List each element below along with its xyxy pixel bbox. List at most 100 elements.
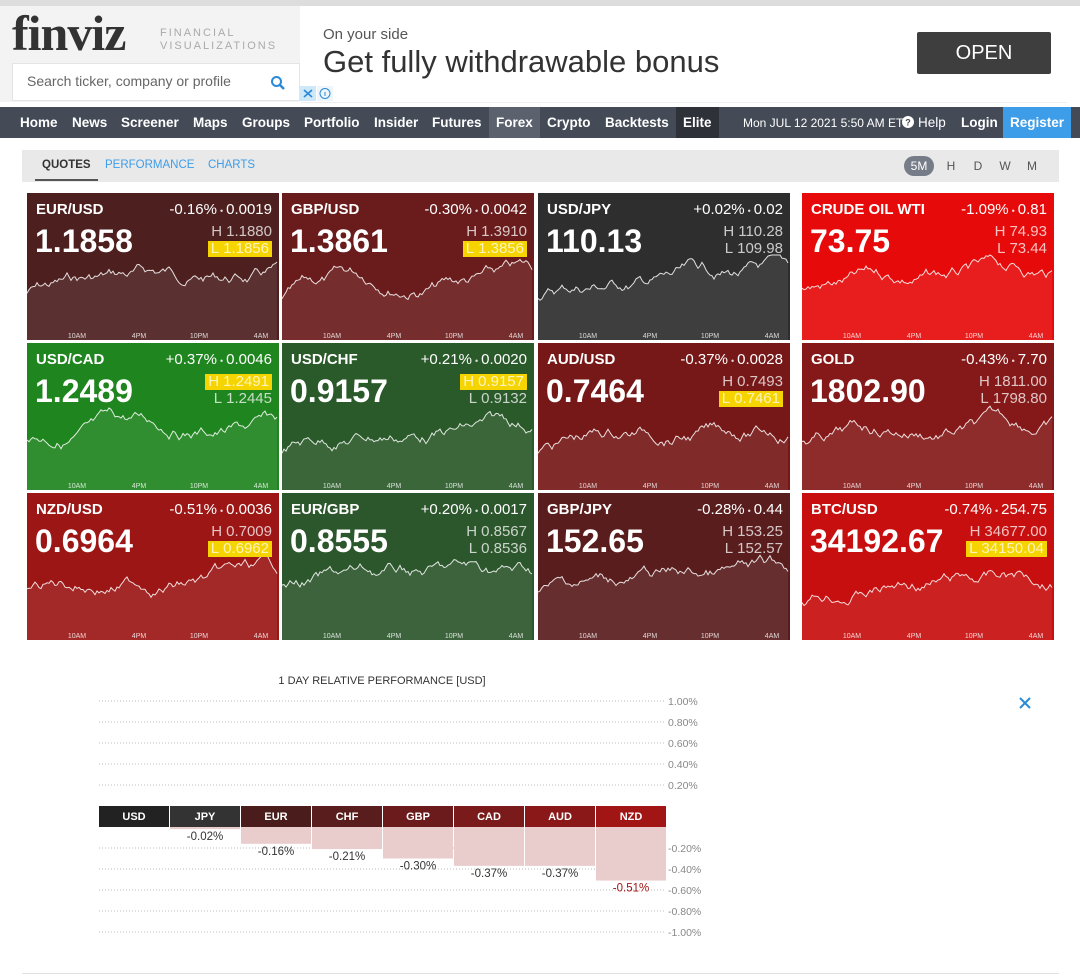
sparkline-area [538,555,788,640]
low-value: 1.1856 [223,240,269,257]
quote-tile[interactable]: 10AM 4PM 10PM 4AM GBP/USD -0.30% • 0.0042 1.3861… [282,193,534,340]
high-value: 74.93 [1009,223,1047,240]
nav-item[interactable]: Backtests [605,115,669,130]
tile-change: -1.09% • 0.81 [961,201,1047,218]
time-label: 10PM [445,633,463,640]
high-label: H [979,373,990,390]
category-header [312,806,382,827]
time-label: 4AM [1029,483,1044,490]
nav-item[interactable]: News [72,115,108,130]
help-icon[interactable]: ? [902,116,914,128]
tagline: FINANCIAL VISUALIZATIONS [160,27,277,53]
time-label: 10AM [843,483,861,490]
quote-tile[interactable]: 10AM 4PM 10PM 4AM EUR/USD -0.16% • 0.0019 1.1858… [27,193,279,340]
timeframe[interactable]: M [1027,159,1037,173]
low-label: L [997,240,1006,257]
x-tick-label: EUR [264,811,287,823]
low-value: 1.2445 [226,390,272,407]
nav-item[interactable]: Portfolio [304,115,360,130]
nav-bar [0,107,1080,138]
nav-help[interactable]: Help [918,115,946,130]
quote-tile[interactable]: 10AM 4PM 10PM 4AM AUD/USD -0.37% • 0.0028 0.7464… [538,343,790,490]
tile-price: 1.2489 [35,373,133,409]
category-header [383,806,453,827]
low-row: L 0.9132 [469,391,527,407]
x-tick-label: CHF [336,811,359,823]
change-percent: -0.51% [169,501,217,518]
timeframe[interactable]: D [973,159,983,173]
separator: • [747,206,751,216]
high-row: H 110.28 [723,224,783,240]
time-label: 10AM [579,333,597,340]
nav-login[interactable]: Login [961,115,998,130]
high-value: 0.7009 [226,523,272,540]
tile-name: USD/CAD [36,351,105,368]
tab[interactable]: PERFORMANCE [105,159,195,171]
timeframe[interactable]: H [946,159,956,173]
time-label: 4PM [132,333,147,340]
timeframe[interactable]: W [999,159,1011,173]
high-label: H [722,523,734,540]
nav-item[interactable]: Futures [432,115,482,130]
change-absolute: 7.70 [1017,351,1047,368]
high-value: 0.7493 [737,373,783,390]
close-icon[interactable] [1019,697,1031,709]
nav-item[interactable]: Screener [121,115,179,130]
quote-tile[interactable]: 10AM 4PM 10PM 4AM GBP/JPY -0.28% • 0.44 152.65 H 1… [538,493,790,640]
tab[interactable]: CHARTS [208,159,256,171]
sparkline-area [802,570,1052,640]
nav-item[interactable]: Home [20,115,58,130]
quote-tile[interactable]: 10AM 4PM 10PM 4AM NZD/USD -0.51% • 0.0036 0.6964… [27,493,279,640]
low-value: 34150.04 [981,540,1044,557]
search-box[interactable] [12,63,300,101]
time-label: 10PM [445,333,463,340]
change-absolute: 0.0042 [481,201,527,218]
search-icon[interactable] [270,75,286,91]
quote-tile[interactable]: 10AM 4PM 10PM 4AM USD/JPY +0.02% • 0.02 110.13 H 1… [538,193,790,340]
time-label: 10AM [323,333,341,340]
low-label: L [721,390,731,407]
low-label: L [213,390,223,407]
time-label: 10PM [190,333,208,340]
value-label: -0.16% [258,846,294,858]
logo[interactable]: finviz [12,5,126,61]
nav-item[interactable]: Forex [489,107,540,138]
svg-text:?: ? [905,118,911,128]
timeframe[interactable]: 5M [904,156,934,176]
change-percent: -0.30% [424,201,472,218]
time-label: 4AM [1029,333,1044,340]
low-value: 152.57 [737,540,783,557]
quote-tile[interactable]: 10AM 4PM 10PM 4AM BTC/USD -0.74% • 254.75 34192.… [802,493,1054,640]
quote-tile[interactable]: 10AM 4PM 10PM 4AM USD/CAD +0.37% • 0.0046 1.2489… [27,343,279,490]
tile-price: 34192.67 [810,523,944,559]
nav-item[interactable]: Groups [242,115,291,130]
ad-kicker: On your side [323,26,409,43]
sparkline-line [282,559,533,588]
ad-choices-icons[interactable] [300,86,333,101]
value-label: -0.51% [613,883,649,895]
tile-price: 0.9157 [290,373,388,409]
tile-change: +0.20% • 0.0017 [421,501,527,518]
low-row: L 0.8536 [469,541,527,557]
tile-name: USD/JPY [547,201,612,218]
quote-tile[interactable]: 10AM 4PM 10PM 4AM GOLD -0.43% • 7.70 1802.90 H 181… [802,343,1054,490]
tile-name: CRUDE OIL WTI [811,201,925,218]
nav-item[interactable]: Crypto [547,115,591,130]
nav-register[interactable]: Register [1003,107,1072,138]
low-label: L [465,240,475,257]
quote-tile[interactable]: 10AM 4PM 10PM 4AM USD/CHF +0.21% • 0.0020 0.9157… [282,343,534,490]
low-value: 0.9132 [481,390,527,407]
nav-item[interactable]: Maps [193,115,228,130]
nav-item[interactable]: Elite [676,107,719,138]
nav-item[interactable]: Insider [374,115,419,130]
separator: • [747,506,751,516]
high-value: 34677.00 [984,523,1047,540]
separator: • [474,506,479,516]
quote-tile[interactable]: 10AM 4PM 10PM 4AM EUR/GBP +0.20% • 0.0017 0.8555… [282,493,534,640]
ad-button[interactable]: OPEN [917,32,1051,74]
quote-tile[interactable]: 10AM 4PM 10PM 4AM CRUDE OIL WTI -1.09% • 0.81 73… [802,193,1054,340]
high-label: H [466,223,478,240]
nav-datetime: Mon JUL 12 2021 5:50 AM ET [743,116,904,130]
tab[interactable]: QUOTES [35,152,98,181]
sparkline-area [538,255,788,340]
